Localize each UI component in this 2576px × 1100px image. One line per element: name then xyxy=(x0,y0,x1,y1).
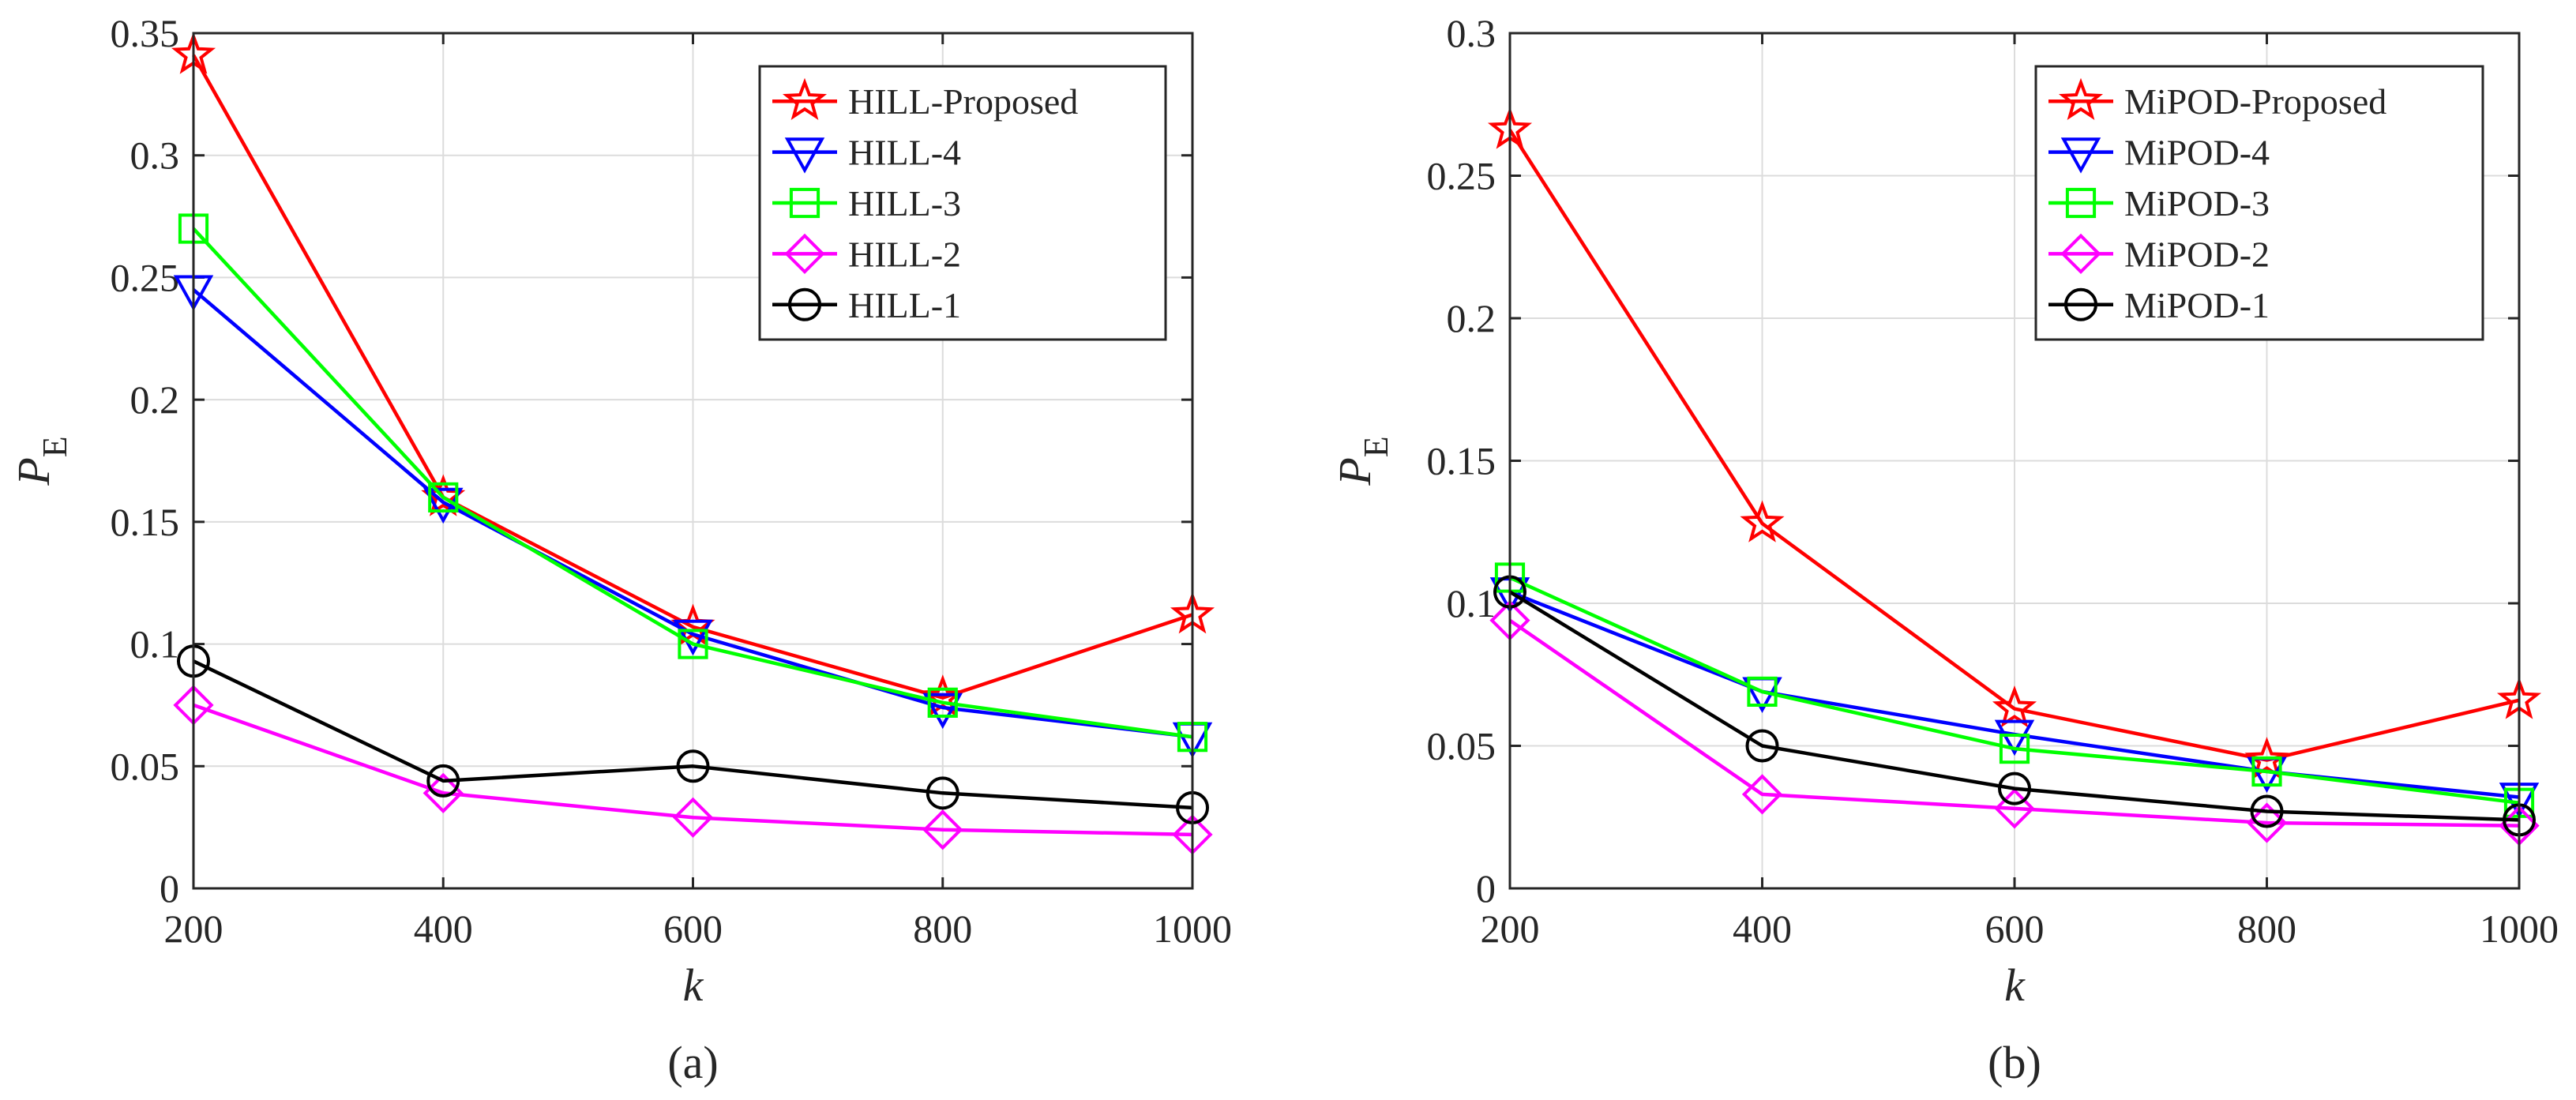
data-point-b-4-2 xyxy=(1998,772,2031,805)
data-point-a-1-2 xyxy=(673,619,713,656)
data-point-b-3-1 xyxy=(1741,774,1783,815)
chart-panel-a: 200 400 600 800 1000 0 0.05 0.1 0.15 0.2 0.25 0.3 0.… xyxy=(8,11,1232,1088)
legend-label-a-1: HILL-4 xyxy=(848,133,961,173)
series-line-a-0 xyxy=(192,54,1193,700)
legend-marker-a-2 xyxy=(789,187,820,219)
legend-marker-b-4 xyxy=(2064,287,2097,321)
xtick-label-a-1: 400 xyxy=(414,907,473,951)
caption-a: (a) xyxy=(667,1037,718,1088)
legend-marker-b-3 xyxy=(2060,233,2101,275)
legend-label-b-3: MiPOD-2 xyxy=(2124,234,2270,274)
legend-label-b-0: MiPOD-Proposed xyxy=(2124,81,2386,122)
ytick-label-a-1: 0.05 xyxy=(111,744,180,788)
ytick-label-a-0: 0 xyxy=(160,866,179,910)
series-line-a-2 xyxy=(192,227,1193,739)
data-point-b-0-1 xyxy=(1740,500,1785,542)
legend-label-b-4: MiPOD-1 xyxy=(2124,285,2270,325)
data-point-a-4-3 xyxy=(926,776,959,810)
xtick-label-b-2: 600 xyxy=(1985,907,2045,951)
legend-label-a-4: HILL-1 xyxy=(848,285,961,325)
data-point-a-3-2 xyxy=(672,797,714,838)
data-point-a-4-1 xyxy=(426,764,460,798)
data-point-a-2-1 xyxy=(428,482,459,513)
axes-box-b xyxy=(1508,32,2521,890)
series-line-b-4 xyxy=(1508,590,2520,822)
data-point-b-4-1 xyxy=(1745,729,1779,763)
legend-label-b-2: MiPOD-3 xyxy=(2124,183,2270,223)
xtick-label-b-3: 800 xyxy=(2237,907,2296,951)
data-point-b-3-3 xyxy=(2246,802,2288,843)
data-point-b-1-2 xyxy=(1994,719,2035,756)
legend-a: HILL-Proposed HILL-4 HILL-3 HILL-2 HILL-1 xyxy=(758,65,1167,341)
legend-label-b-1: MiPOD-4 xyxy=(2124,133,2270,173)
xtick-label-a-4: 1000 xyxy=(1153,907,1232,951)
y-axis-label-a: PE xyxy=(8,436,74,486)
data-point-b-2-2 xyxy=(1999,734,2030,764)
series-line-b-3 xyxy=(1508,618,2520,828)
ytick-label-b-4: 0.2 xyxy=(1447,296,1496,340)
data-point-a-1-3 xyxy=(922,693,963,730)
xtick-label-a-3: 800 xyxy=(913,907,972,951)
legend-marker-b-1 xyxy=(2060,137,2101,174)
axes-box-a xyxy=(192,32,1194,890)
ytick-label-b-3: 0.15 xyxy=(1427,439,1496,483)
legend-label-a-2: HILL-3 xyxy=(848,183,961,223)
data-point-b-3-2 xyxy=(1994,788,2035,829)
series-line-b-0 xyxy=(1508,129,2520,762)
ytick-label-a-3: 0.15 xyxy=(111,500,180,544)
ytick-label-a-5: 0.25 xyxy=(111,255,180,299)
data-point-b-2-1 xyxy=(1747,676,1778,708)
xtick-label-a-2: 600 xyxy=(663,907,723,951)
legend-marker-a-1 xyxy=(784,137,825,174)
legend-marker-a-4 xyxy=(788,287,821,321)
xtick-label-b-0: 200 xyxy=(1481,907,1540,951)
ytick-label-a-4: 0.2 xyxy=(130,377,180,422)
ytick-label-b-0: 0 xyxy=(1476,866,1496,910)
ytick-label-b-1: 0.05 xyxy=(1427,724,1496,768)
x-axis-label-a: k xyxy=(683,959,704,1011)
ytick-label-b-2: 0.1 xyxy=(1447,581,1496,625)
legend-label-a-0: HILL-Proposed xyxy=(848,81,1078,122)
data-point-b-0-3 xyxy=(2244,737,2289,779)
data-point-b-4-3 xyxy=(2250,794,2284,828)
data-point-b-0-2 xyxy=(1992,685,2037,728)
ytick-label-a-2: 0.1 xyxy=(130,622,180,666)
ytick-label-a-6: 0.3 xyxy=(130,133,180,178)
data-point-a-1-1 xyxy=(423,487,464,524)
xtick-label-a-0: 200 xyxy=(164,907,223,951)
ytick-label-b-5: 0.25 xyxy=(1427,154,1496,198)
xtick-label-b-4: 1000 xyxy=(2480,907,2559,951)
legend-marker-b-0 xyxy=(2058,77,2104,121)
chart-panel-b: 200 400 600 800 1000 0 0.05 0.1 0.15 0.2 0.25 0.3 k P… xyxy=(1329,11,2559,1088)
data-point-a-2-2 xyxy=(678,629,708,659)
y-axis-label-b: PE xyxy=(1329,436,1395,486)
data-point-a-3-3 xyxy=(922,809,963,850)
series-line-a-4 xyxy=(193,659,1193,810)
series-line-b-2 xyxy=(1509,576,2520,805)
ytick-label-b-6: 0.3 xyxy=(1447,11,1496,55)
data-point-a-4-2 xyxy=(676,749,710,783)
xtick-label-b-1: 400 xyxy=(1733,907,1792,951)
x-axis-label-b: k xyxy=(2004,959,2026,1011)
legend-b: MiPOD-Proposed MiPOD-4 MiPOD-3 MiPOD-2 MiPOD… xyxy=(2034,65,2484,341)
ytick-label-a-7: 0.35 xyxy=(111,11,180,55)
data-point-b-2-3 xyxy=(2251,756,2282,787)
legend-marker-a-3 xyxy=(784,233,825,275)
caption-b: (b) xyxy=(1988,1037,2041,1088)
data-point-a-2-3 xyxy=(927,687,958,718)
series-line-a-3 xyxy=(193,703,1193,837)
legend-label-a-3: HILL-2 xyxy=(848,234,961,274)
legend-marker-b-2 xyxy=(2065,187,2097,219)
series-line-a-1 xyxy=(192,288,1193,739)
legend-marker-a-0 xyxy=(782,77,828,121)
